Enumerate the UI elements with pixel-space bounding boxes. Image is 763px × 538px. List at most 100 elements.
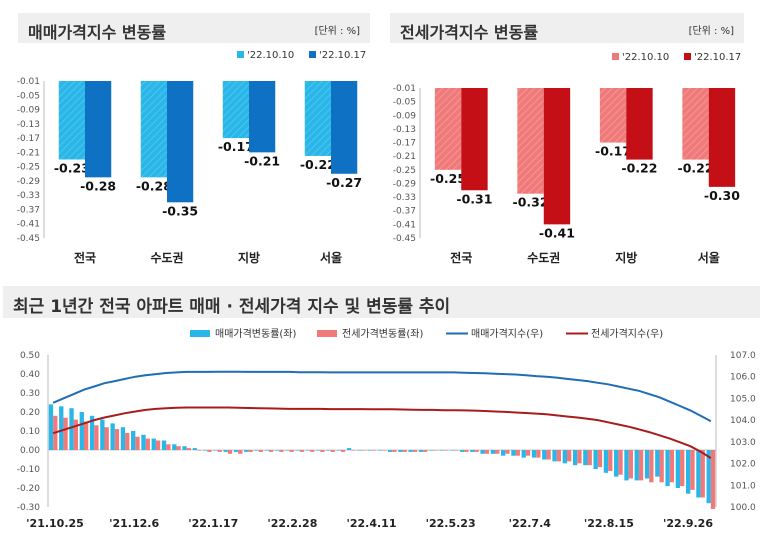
sale-category-label: 전국 xyxy=(74,250,96,265)
jeonse-change-bar xyxy=(155,440,161,450)
jeonse-bar xyxy=(517,88,544,194)
sale-change-bar xyxy=(295,450,300,451)
sale-index-line xyxy=(52,370,712,423)
jeonse-change-bar xyxy=(94,425,99,450)
trend-panel-title: 최근 1년간 전국 아파트 매매 · 전세가격 지수 및 변동률 추이 xyxy=(13,297,451,317)
sale-y-tick-label: -0.13 xyxy=(17,120,40,130)
jeonse-change-bar xyxy=(330,450,335,452)
x-tick-label: '22.2.28 xyxy=(267,517,317,530)
sale-change-bar xyxy=(131,431,136,450)
sale-change-bar xyxy=(305,450,311,451)
sale-change-bar xyxy=(233,450,239,452)
jeonse-value-label: -0.41 xyxy=(539,225,575,240)
trend-legend-swatch xyxy=(317,330,337,337)
sale-change-bar xyxy=(100,419,105,450)
sale-change-bar xyxy=(531,450,537,458)
jeonse-change-bar xyxy=(73,419,79,450)
jeonse-value-label: -0.17 xyxy=(595,144,631,159)
jeonse-bar xyxy=(708,88,736,187)
sale-panel-title-bar: 매매가격지수 변동률 [단위 : %] xyxy=(18,13,370,43)
jeonse-change-bar xyxy=(638,450,644,481)
jeonse-y-tick-label: -0.41 xyxy=(393,220,416,230)
jeonse-change-bar xyxy=(382,450,387,451)
jeonse-change-bar xyxy=(248,450,253,452)
jeonse-y-tick-label: -0.37 xyxy=(393,207,416,217)
jeonse-change-bar xyxy=(412,450,418,452)
sale-change-bar xyxy=(480,450,485,454)
sale-change-bar xyxy=(336,450,341,451)
right-y-tick-label: 107.0 xyxy=(730,351,756,361)
sale-bar xyxy=(58,81,85,160)
sale-change-bar xyxy=(79,412,84,450)
sale-legend-label: '22.10.10 xyxy=(247,50,294,61)
jeonse-change-bar xyxy=(371,450,377,451)
jeonse-change-bar xyxy=(669,450,675,483)
sale-change-bar xyxy=(449,450,454,451)
x-tick-label: '22.1.17 xyxy=(188,517,238,530)
sale-change-bar xyxy=(202,450,208,451)
jeonse-legend-swatch xyxy=(684,53,691,60)
jeonse-y-tick-label: -0.45 xyxy=(393,234,416,244)
jeonse-change-bar xyxy=(566,450,572,462)
sale-legend-label: '22.10.17 xyxy=(319,50,366,61)
sale-change-bar xyxy=(264,450,269,451)
sale-change-bar xyxy=(429,450,434,451)
sale-category-label: 수도권 xyxy=(150,251,183,265)
jeonse-change-bar xyxy=(474,450,479,452)
trend-legend-swatch xyxy=(190,330,210,337)
sale-change-bar xyxy=(665,450,670,487)
right-y-tick-label: 106.0 xyxy=(730,373,756,383)
jeonse-legend-label: '22.10.17 xyxy=(694,52,741,63)
jeonse-index-line xyxy=(52,406,712,459)
x-tick-label: '22.8.15 xyxy=(584,517,634,530)
sale-change-bar xyxy=(377,450,382,451)
sale-change-bar xyxy=(603,450,609,473)
jeonse-change-bar xyxy=(515,450,520,456)
sale-bar xyxy=(304,81,331,156)
jeonse-y-tick-label: -0.13 xyxy=(393,125,416,135)
sale-legend-swatch xyxy=(309,51,316,58)
sale-change-bar xyxy=(172,444,177,450)
sale-change-bar xyxy=(326,450,331,451)
sale-change-bar xyxy=(706,450,711,504)
right-y-tick-label: 105.0 xyxy=(730,394,756,404)
sale-change-bar xyxy=(285,450,290,451)
jeonse-change-bar xyxy=(649,450,654,483)
jeonse-change-bar xyxy=(104,427,109,450)
sale-change-bar xyxy=(511,450,516,456)
jeonse-y-tick-label: -0.25 xyxy=(393,166,416,176)
jeonse-panel-unit: [단위 : %] xyxy=(688,26,734,37)
jeonse-change-bar xyxy=(207,450,212,452)
left-y-tick-label: 0.10 xyxy=(20,427,40,437)
jeonse-change-bar xyxy=(423,450,428,452)
jeonse-legend-swatch xyxy=(612,53,619,60)
jeonse-change-bar xyxy=(268,450,274,452)
sale-y-tick-label: -0.05 xyxy=(17,91,40,101)
jeonse-change-bar xyxy=(135,436,140,450)
trend-chart-body: 0.50 0.40 0.30 0.20 0.10 0.00 -0.10 -0.20 -0.30 1… xyxy=(17,327,756,530)
sale-y-tick-label: -0.17 xyxy=(17,134,40,144)
sale-y-tick-label: -0.29 xyxy=(17,177,41,187)
sale-value-label: -0.21 xyxy=(244,153,280,168)
jeonse-change-bar xyxy=(83,421,89,450)
left-y-tick-label: 0.50 xyxy=(20,351,40,361)
jeonse-change-bar xyxy=(402,450,407,452)
trend-panel-title-bar: 최근 1년간 전국 아파트 매매 · 전세가격 지수 및 변동률 추이 xyxy=(3,286,760,318)
sale-change-bar xyxy=(316,450,321,451)
jeonse-change-bar xyxy=(125,432,130,450)
jeonse-y-tick-label: -0.17 xyxy=(393,139,416,149)
right-y-tick-label: 100.0 xyxy=(730,503,756,513)
right-y-tick-label: 101.0 xyxy=(730,481,756,491)
jeonse-bar xyxy=(626,88,653,160)
jeonse-bar xyxy=(543,88,571,225)
jeonse-change-bar xyxy=(443,450,448,451)
jeonse-change-bar xyxy=(597,450,603,468)
trend-legend-label: 매매가격변동률(좌) xyxy=(215,327,297,340)
sale-change-chart: -0.01-0.05-0.09-0.13-0.17-0.21-0.25-0.29… xyxy=(17,50,367,265)
sale-change-bar xyxy=(182,446,187,450)
left-y-tick-label: 0.00 xyxy=(20,446,40,456)
jeonse-change-bar xyxy=(238,450,243,454)
right-y-tick-label: 104.0 xyxy=(730,416,756,426)
jeonse-change-chart: -0.01 -0.05 -0.09 -0.13 -0.17 -0.21 -0.25 -0.29… xyxy=(393,52,742,265)
